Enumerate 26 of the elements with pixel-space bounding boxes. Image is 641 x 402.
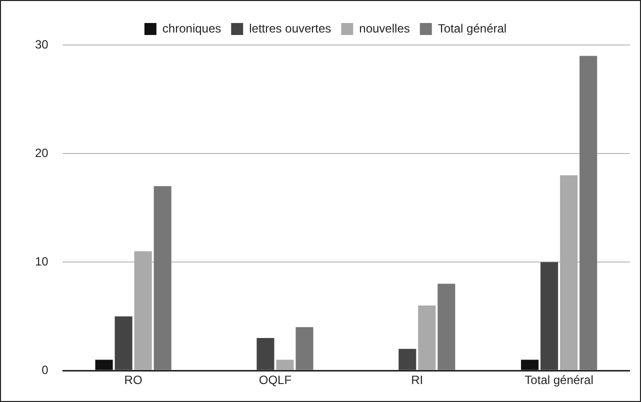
bar xyxy=(276,360,294,370)
x-tick-label: Total général xyxy=(524,373,594,388)
legend-label: nouvelles xyxy=(359,21,410,36)
bar xyxy=(560,175,578,370)
bar xyxy=(418,305,436,370)
bar xyxy=(540,262,558,370)
y-tick-label: 0 xyxy=(42,362,49,377)
y-tick-label: 10 xyxy=(34,254,49,268)
bar xyxy=(438,284,456,370)
y-tick-label: 30 xyxy=(34,37,49,52)
x-tick-label: RO xyxy=(124,373,142,388)
bar xyxy=(134,251,152,370)
bar xyxy=(296,327,314,370)
legend-label: lettres ouvertes xyxy=(249,21,332,36)
legend-label: Total général xyxy=(438,21,507,36)
bar xyxy=(398,348,416,370)
bar xyxy=(580,56,598,370)
bar xyxy=(95,360,113,370)
legend-label: chroniques xyxy=(162,21,222,36)
x-tick-label: RI xyxy=(411,373,424,388)
x-tick-label: OQLF xyxy=(258,373,292,388)
bar xyxy=(256,338,274,370)
bar xyxy=(154,186,172,370)
bar xyxy=(114,316,132,370)
y-tick-label: 20 xyxy=(34,146,49,160)
bar xyxy=(520,360,539,370)
